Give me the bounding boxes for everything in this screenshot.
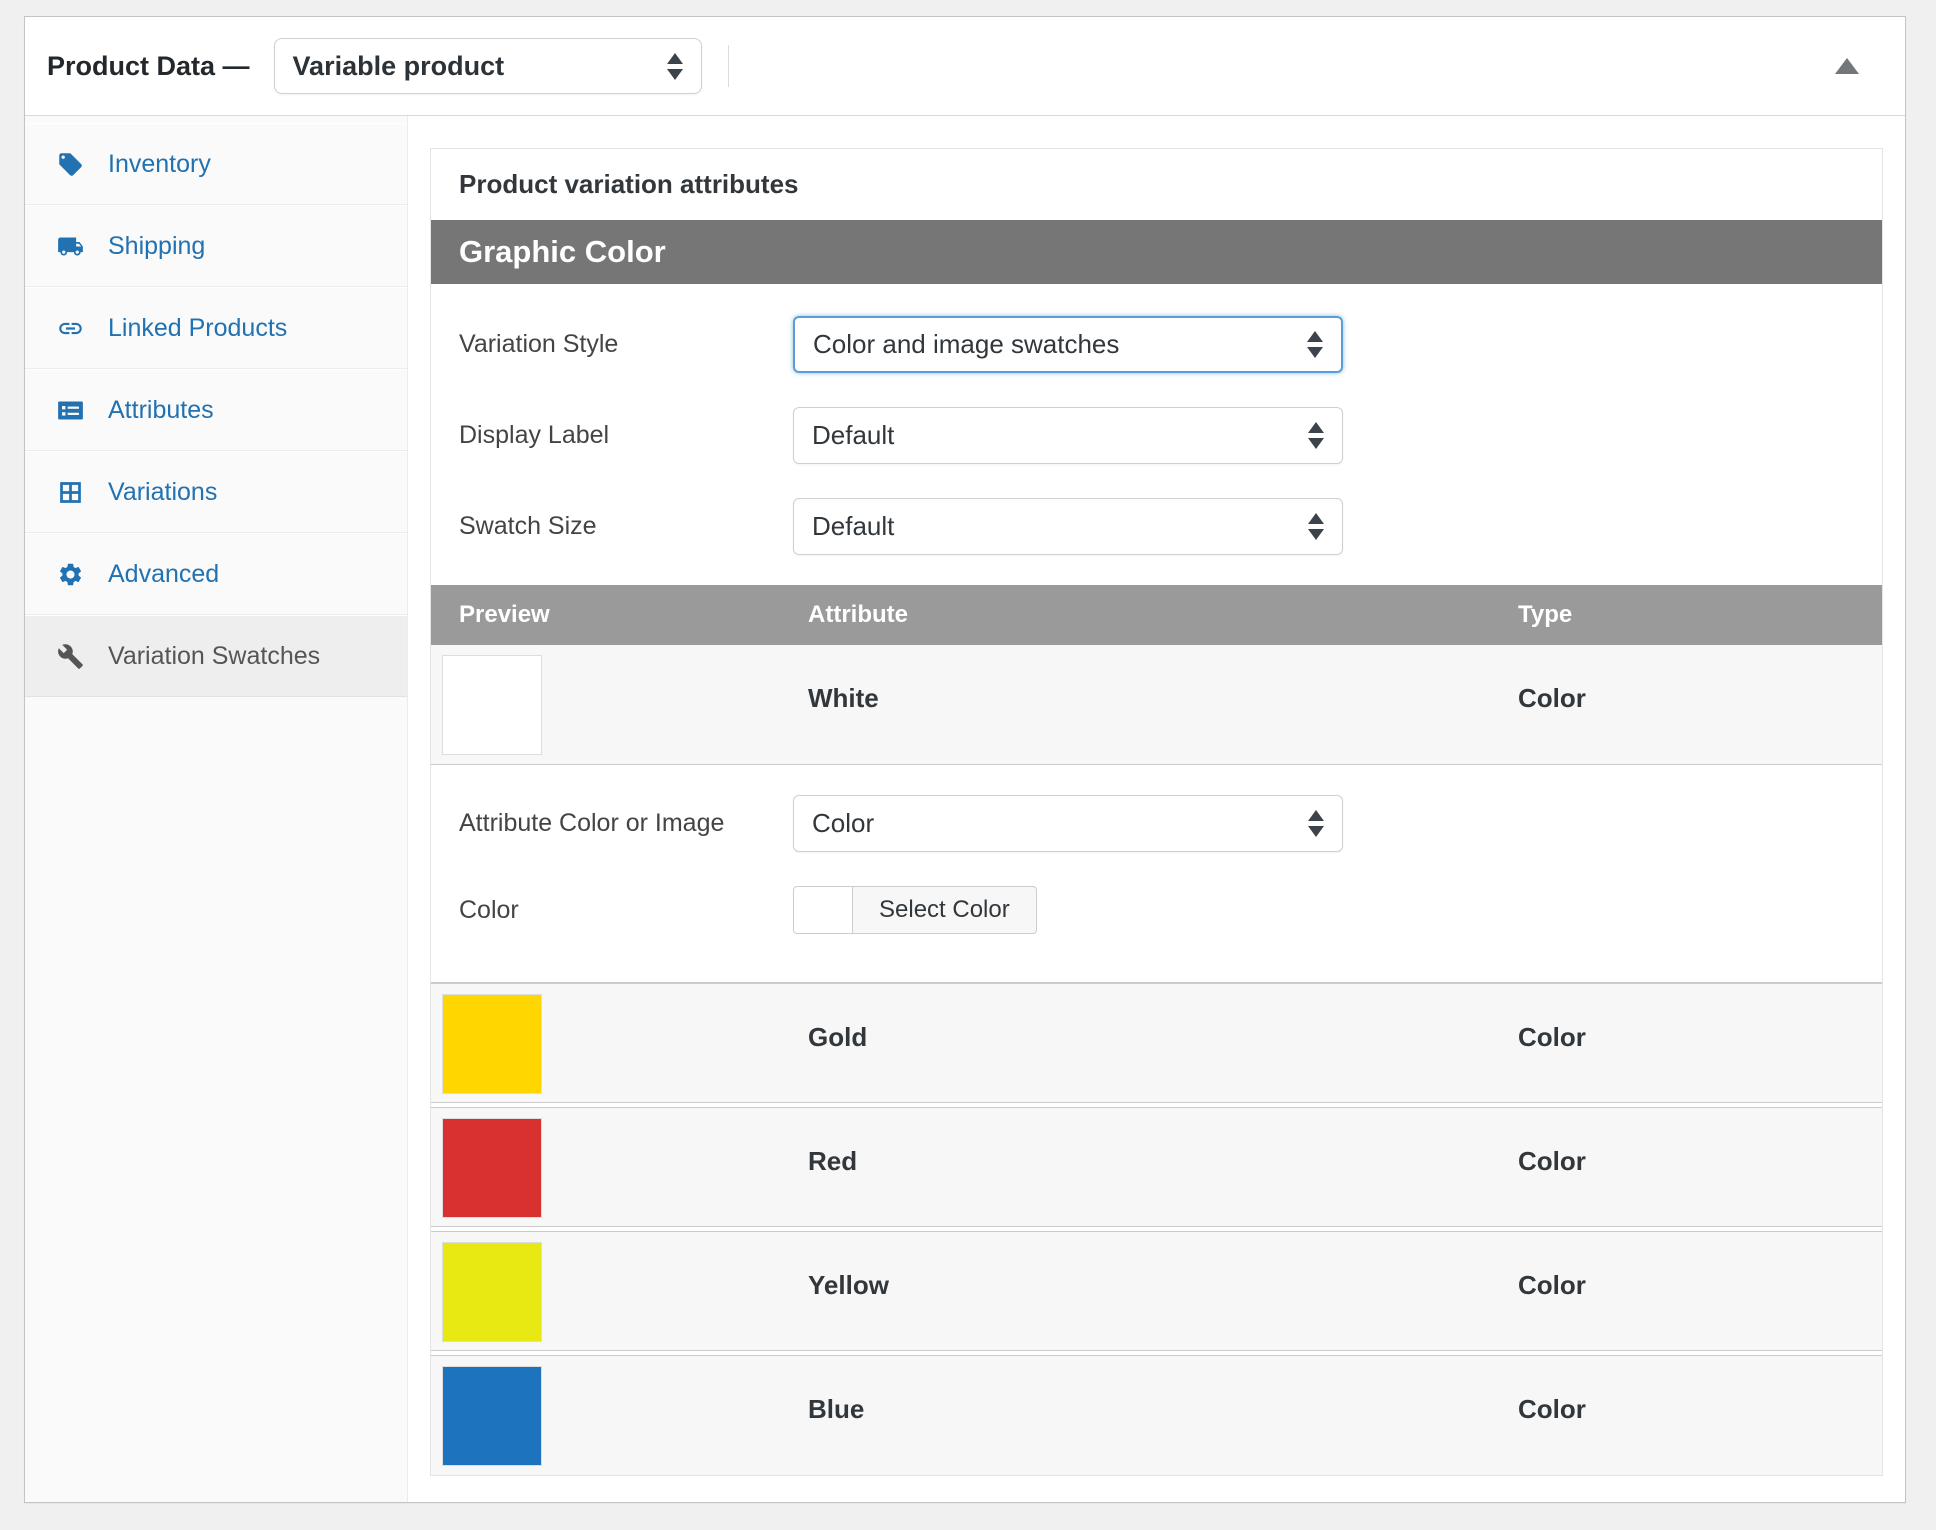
color-picker-widget: Select Color xyxy=(793,886,1037,934)
column-header-type: Type xyxy=(1518,601,1573,628)
variation-style-value: Color and image swatches xyxy=(813,329,1120,359)
swatch-preview-blue xyxy=(442,1366,542,1466)
attribute-row-red[interactable]: Red Color xyxy=(431,1107,1882,1227)
swatch-size-select[interactable]: Default xyxy=(793,498,1343,555)
attribute-name: Red xyxy=(808,1146,858,1176)
sidebar-item-variation-swatches[interactable]: Variation Swatches xyxy=(25,615,407,697)
select-color-button[interactable]: Select Color xyxy=(853,886,1037,934)
attribute-name: Blue xyxy=(808,1394,865,1424)
header-divider xyxy=(727,45,729,87)
variation-swatches-tab-content: Product variation attributes Graphic Col… xyxy=(408,116,1905,1502)
attribute-name: Yellow xyxy=(808,1270,889,1300)
attribute-group-header[interactable]: Graphic Color xyxy=(431,220,1882,284)
variation-style-label: Variation Style xyxy=(459,330,619,358)
product-data-tabs: Inventory Shipping Linked Products Attri… xyxy=(25,116,408,1502)
column-header-preview: Preview xyxy=(459,601,550,628)
sidebar-item-label: Shipping xyxy=(108,231,206,260)
attribute-color-or-image-select[interactable]: Color xyxy=(793,795,1343,852)
product-type-select[interactable]: Variable product xyxy=(273,38,702,94)
sidebar-item-label: Variation Swatches xyxy=(108,641,321,670)
swatch-size-value: Default xyxy=(812,511,895,541)
select-arrows-icon xyxy=(1308,513,1324,540)
sidebar-item-inventory[interactable]: Inventory xyxy=(25,123,407,205)
variation-style-select[interactable]: Color and image swatches xyxy=(793,316,1343,373)
wrench-icon xyxy=(58,643,83,669)
attribute-type: Color xyxy=(1518,1270,1586,1300)
product-type-select-value: Variable product xyxy=(292,50,505,81)
sidebar-item-variations[interactable]: Variations xyxy=(25,451,407,533)
panel-title: Product Data — xyxy=(47,50,250,81)
attribute-type: Color xyxy=(1518,1394,1586,1424)
panel-collapse-button[interactable] xyxy=(1835,58,1859,74)
attribute-type: Color xyxy=(1518,1146,1586,1176)
attribute-row-blue[interactable]: Blue Color xyxy=(431,1355,1882,1475)
attribute-name: Gold xyxy=(808,1022,868,1052)
sidebar-item-label: Attributes xyxy=(108,395,214,424)
attribute-type: Color xyxy=(1518,1022,1586,1052)
select-arrows-icon xyxy=(1307,331,1323,358)
select-arrows-icon xyxy=(666,52,683,80)
sidebar-item-attributes[interactable]: Attributes xyxy=(25,369,407,451)
white-attribute-settings: Attribute Color or Image Color Color Sel… xyxy=(431,765,1882,983)
attribute-color-or-image-label: Attribute Color or Image xyxy=(459,809,725,837)
swatch-preview-white xyxy=(442,655,542,755)
link-icon xyxy=(59,322,82,334)
column-header-attribute: Attribute xyxy=(808,601,908,628)
swatch-size-label: Swatch Size xyxy=(459,512,597,540)
sidebar-item-advanced[interactable]: Advanced xyxy=(25,533,407,615)
index-card-icon xyxy=(58,401,83,419)
sidebar-item-label: Advanced xyxy=(108,559,220,588)
attribute-type: Color xyxy=(1518,683,1586,713)
gear-icon xyxy=(59,563,82,585)
color-label: Color xyxy=(459,895,519,924)
swatch-settings-form: Variation Style Color and image swatches… xyxy=(431,284,1882,585)
sidebar-item-linked-products[interactable]: Linked Products xyxy=(25,287,407,369)
attribute-color-or-image-value: Color xyxy=(812,808,875,838)
tag-icon xyxy=(59,152,82,176)
swatch-preview-gold xyxy=(442,994,542,1094)
select-arrows-icon xyxy=(1308,422,1324,449)
swatch-preview-yellow xyxy=(442,1242,542,1342)
sidebar-item-label: Inventory xyxy=(108,149,211,178)
attribute-table-header: Preview Attribute Type xyxy=(431,585,1882,645)
display-label-label: Display Label xyxy=(459,421,610,449)
sidebar-item-shipping[interactable]: Shipping xyxy=(25,205,407,287)
sidebar-item-label: Variations xyxy=(108,477,218,506)
attribute-row-yellow[interactable]: Yellow Color xyxy=(431,1231,1882,1351)
display-label-value: Default xyxy=(812,420,895,450)
attribute-row-white[interactable]: White Color xyxy=(431,645,1882,765)
grid-icon xyxy=(60,481,81,503)
attribute-name: White xyxy=(808,683,879,713)
sidebar-item-label: Linked Products xyxy=(108,313,288,342)
product-data-panel: Product Data — Variable product Inventor… xyxy=(24,16,1906,1503)
truck-icon xyxy=(58,237,83,255)
product-data-header: Product Data — Variable product xyxy=(25,17,1905,116)
current-color-box[interactable] xyxy=(793,886,853,934)
attribute-row-gold[interactable]: Gold Color xyxy=(431,983,1882,1103)
select-arrows-icon xyxy=(1308,810,1324,837)
triangle-up-icon xyxy=(1835,58,1859,74)
variation-attributes-panel: Product variation attributes Graphic Col… xyxy=(430,148,1883,1476)
panel-section-title: Product variation attributes xyxy=(459,169,799,199)
display-label-select[interactable]: Default xyxy=(793,407,1343,464)
swatch-preview-red xyxy=(442,1118,542,1218)
